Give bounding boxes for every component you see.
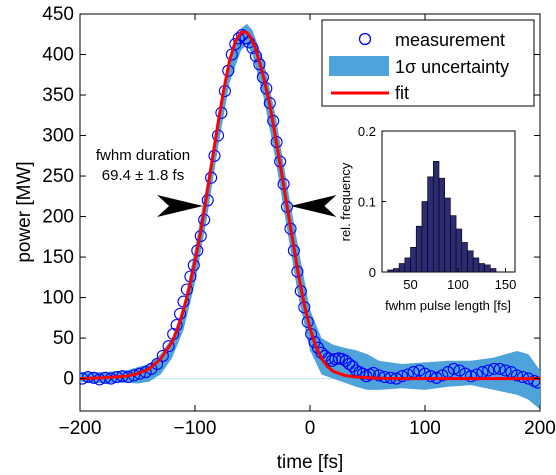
- y-tick-label: 0: [63, 369, 74, 390]
- histogram-bar: [484, 264, 491, 273]
- main-axis-ticks: −200 −100 0 100 200 0 50 100 150 200 250 300 350 400 4…: [42, 4, 556, 439]
- measurement-point: [232, 32, 245, 45]
- histogram-bar: [393, 268, 400, 273]
- measurement-point: [162, 340, 175, 353]
- measurement-point: [156, 349, 169, 362]
- measurement-point: [447, 362, 460, 375]
- fwhm-arrow-right: [290, 195, 337, 218]
- histogram-bar: [472, 257, 480, 273]
- legend-uncertainty-swatch: [329, 56, 389, 76]
- inset-bars: [387, 161, 497, 273]
- inset-axis-ticks: 50 100 150 0 0.1 0.2: [358, 124, 516, 292]
- x-tick-label: −100: [174, 418, 217, 439]
- x-tick-label: 0: [305, 418, 316, 439]
- histogram-bar: [415, 225, 423, 273]
- histogram-bar: [427, 176, 434, 273]
- y-axis-title: power [MW]: [14, 161, 35, 262]
- y-tick-label: 400: [42, 45, 74, 66]
- measurement-point: [510, 369, 524, 382]
- histogram-bar: [432, 161, 440, 273]
- inset-x-tick-label: 50: [403, 277, 417, 292]
- annotation-label-line2: 69.4 ± 1.8 fs: [102, 167, 184, 184]
- legend: measurement 1σ uncertainty fit: [321, 19, 535, 107]
- inset-y-tick-label: 0: [369, 265, 376, 280]
- histogram-bar: [398, 263, 406, 273]
- histogram-bar: [467, 250, 474, 273]
- histogram-bar: [387, 269, 394, 273]
- measurement-point: [516, 370, 529, 384]
- legend-uncertainty-label: 1σ uncertainty: [395, 57, 509, 77]
- measurement-point: [499, 364, 512, 377]
- measurement-point: [453, 364, 466, 377]
- inset-histogram: 50 100 150 0 0.1 0.2 fwhm pulse length [fs] r…: [338, 124, 516, 313]
- legend-measurement-marker: [358, 32, 372, 46]
- histogram-bar: [438, 177, 445, 273]
- measurement-point: [482, 364, 495, 377]
- measurement-point: [395, 370, 409, 383]
- inset-x-axis-title: fwhm pulse length [fs]: [385, 298, 511, 313]
- legend-measurement-label: measurement: [395, 30, 505, 50]
- measurement-point: [424, 370, 437, 383]
- measurement-point: [372, 369, 386, 382]
- histogram-bar: [444, 197, 451, 273]
- y-tick-label: 200: [42, 207, 74, 228]
- legend-fit-label: fit: [395, 83, 409, 103]
- fit-line: [80, 30, 540, 381]
- inset-y-tick-label: 0.1: [358, 195, 376, 210]
- inset-y-tick-label: 0.2: [358, 124, 376, 139]
- annotation-label-line1: fwhm duration: [96, 147, 190, 164]
- x-tick-label: 200: [524, 418, 556, 439]
- histogram-bar: [421, 201, 428, 273]
- measurement-point: [487, 362, 501, 375]
- y-tick-label: 250: [42, 166, 74, 187]
- fwhm-arrow-left: [157, 195, 204, 218]
- measurement-point: [151, 357, 164, 371]
- histogram-bar: [410, 247, 417, 273]
- x-tick-label: 100: [409, 418, 441, 439]
- y-tick-label: 450: [42, 4, 74, 25]
- x-axis-title: time [fs]: [277, 452, 344, 473]
- measurement-point: [308, 336, 321, 349]
- measurement-point: [413, 364, 426, 377]
- y-tick-label: 300: [42, 126, 74, 147]
- histogram-bar: [404, 257, 411, 273]
- main-plot-area: [80, 23, 540, 410]
- histogram-bar: [455, 228, 463, 273]
- y-tick-label: 100: [42, 288, 74, 309]
- histogram-bar: [461, 242, 468, 273]
- x-tick-label: −200: [59, 418, 102, 439]
- histogram-bar: [478, 263, 485, 273]
- y-tick-label: 350: [42, 85, 74, 106]
- inset-x-tick-label: 150: [495, 277, 517, 292]
- inset-x-tick-label: 100: [447, 277, 469, 292]
- measurement-point: [436, 369, 449, 382]
- y-tick-label: 150: [42, 247, 74, 268]
- inset-y-axis-title: rel. frequency: [338, 162, 353, 241]
- y-tick-label: 50: [53, 328, 74, 349]
- measurement-point: [493, 362, 506, 375]
- histogram-bar: [450, 215, 457, 273]
- measurement-point: [464, 370, 478, 383]
- measurement-point: [343, 357, 356, 371]
- measurement-point: [229, 37, 242, 51]
- histogram-bar: [489, 268, 497, 273]
